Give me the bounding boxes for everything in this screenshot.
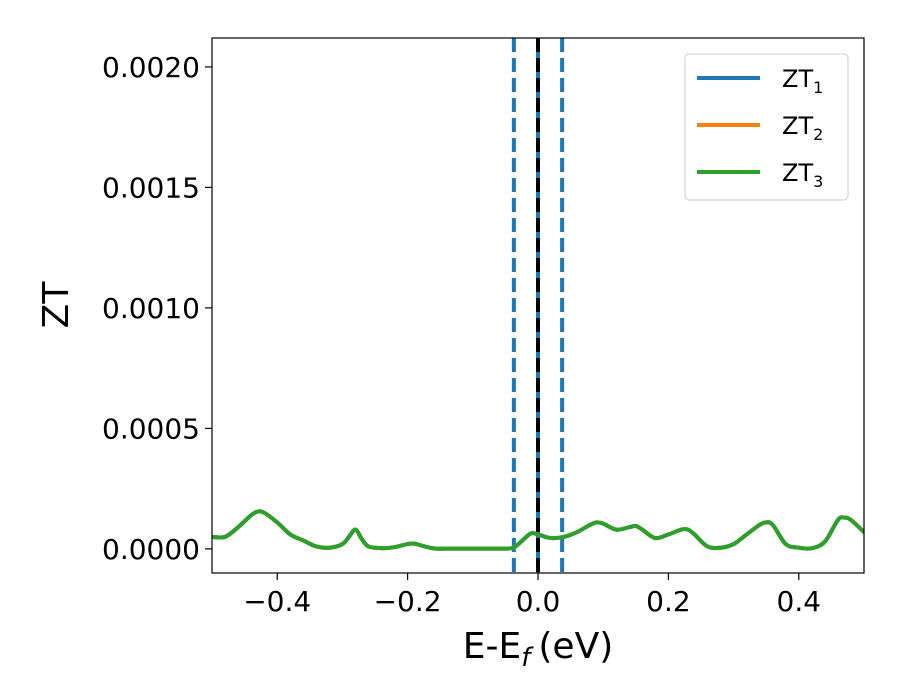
y-tick-label: 0.0015 <box>102 171 200 204</box>
x-tick-label: 0.0 <box>516 585 561 618</box>
series-lines <box>212 509 864 551</box>
legend-label-zt2: ZT2 <box>782 112 823 144</box>
x-tick-label: −0.2 <box>374 585 442 618</box>
reference-lines <box>511 38 565 573</box>
legend-box <box>684 53 849 201</box>
x-tick-label: 0.4 <box>777 585 822 618</box>
y-axis-ticks: 0.0000 0.0005 0.0010 0.0015 0.0020 <box>102 51 212 566</box>
legend: ZT1 ZT2 ZT3 <box>684 53 849 201</box>
legend-label-zt1: ZT1 <box>782 65 823 97</box>
y-tick-label: 0.0010 <box>102 292 200 325</box>
x-axis-label: E-Ef (eV) <box>463 626 614 673</box>
series-line-zt3 <box>212 509 864 551</box>
y-axis-label: ZT <box>36 281 77 329</box>
y-tick-label: 0.0020 <box>102 51 200 84</box>
x-axis-ticks: −0.4 −0.2 0.0 0.2 0.4 <box>243 573 821 618</box>
x-tick-label: 0.2 <box>646 585 691 618</box>
legend-label-zt3: ZT3 <box>782 159 823 191</box>
y-tick-label: 0.0000 <box>102 533 200 566</box>
y-tick-label: 0.0005 <box>102 412 200 445</box>
x-tick-label: −0.4 <box>243 585 311 618</box>
